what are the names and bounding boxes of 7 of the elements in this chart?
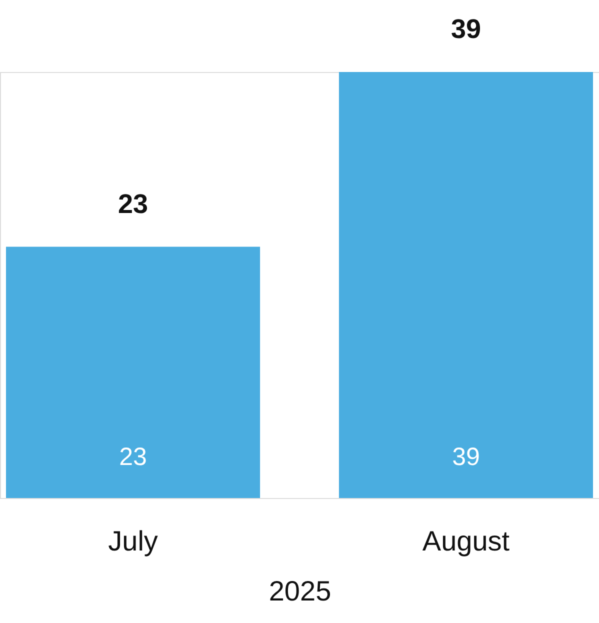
x-tick-label: July	[108, 526, 158, 556]
x-tick-label: August	[422, 526, 510, 556]
x-axis-title: 2025	[268, 576, 332, 606]
annotation: 23	[118, 188, 148, 219]
annotation: 39	[450, 14, 482, 44]
data-label: 23	[119, 443, 147, 471]
data-label: 39	[452, 443, 480, 471]
